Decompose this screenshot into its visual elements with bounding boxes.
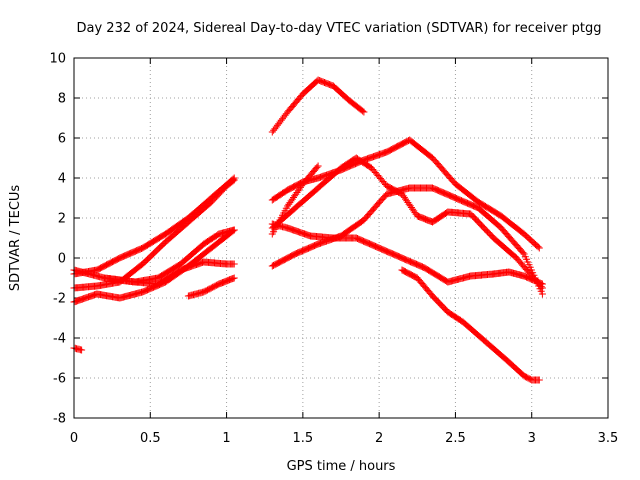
series-track-h <box>268 76 368 136</box>
x-tick-label: 3.5 <box>598 431 619 446</box>
x-tick-label: 0 <box>70 431 78 446</box>
y-tick-label: -8 <box>53 412 66 427</box>
y-tick-label: 2 <box>58 212 66 227</box>
x-tick-label: 0.5 <box>140 431 161 446</box>
y-tick-label: 6 <box>58 132 66 147</box>
x-axis-label: GPS time / hours <box>287 459 396 474</box>
marker-trace <box>268 184 546 298</box>
series-track-l <box>268 184 546 298</box>
y-axis-label: SDTVAR / TECUs <box>8 185 23 292</box>
y-tick-label: -6 <box>53 372 66 387</box>
series-track-f <box>184 274 238 300</box>
x-tick-label: 2 <box>375 431 383 446</box>
x-tick-label: 1.5 <box>293 431 314 446</box>
marker-trace <box>268 76 368 136</box>
y-tick-label: 8 <box>58 92 66 107</box>
y-tick-label: -2 <box>53 292 66 307</box>
y-tick-label: 0 <box>58 252 66 267</box>
x-tick-label: 3 <box>528 431 536 446</box>
series-track-e <box>101 258 238 288</box>
x-tick-label: 2.5 <box>445 431 466 446</box>
plot-border <box>73 57 609 419</box>
series-track-g <box>70 344 86 354</box>
data-points <box>70 76 546 384</box>
marker-trace <box>70 344 86 354</box>
marker-trace <box>101 258 238 288</box>
y-tick-label: 10 <box>49 52 66 67</box>
chart-title: Day 232 of 2024, Sidereal Day-to-day VTE… <box>77 21 602 36</box>
marker-trace <box>398 266 543 384</box>
marker-trace <box>184 274 238 300</box>
marker-trace <box>268 220 546 288</box>
series-track-m <box>268 220 546 288</box>
series-track-n <box>398 266 543 384</box>
x-tick-label: 1 <box>222 431 230 446</box>
tick-labels: 0 0.5 1 1.5 2 2.5 3 3.5 -8 -6 -4 -2 0 2 4 6 8 10 <box>49 52 618 447</box>
y-tick-label: 4 <box>58 172 66 187</box>
y-tick-label: -4 <box>53 332 66 347</box>
